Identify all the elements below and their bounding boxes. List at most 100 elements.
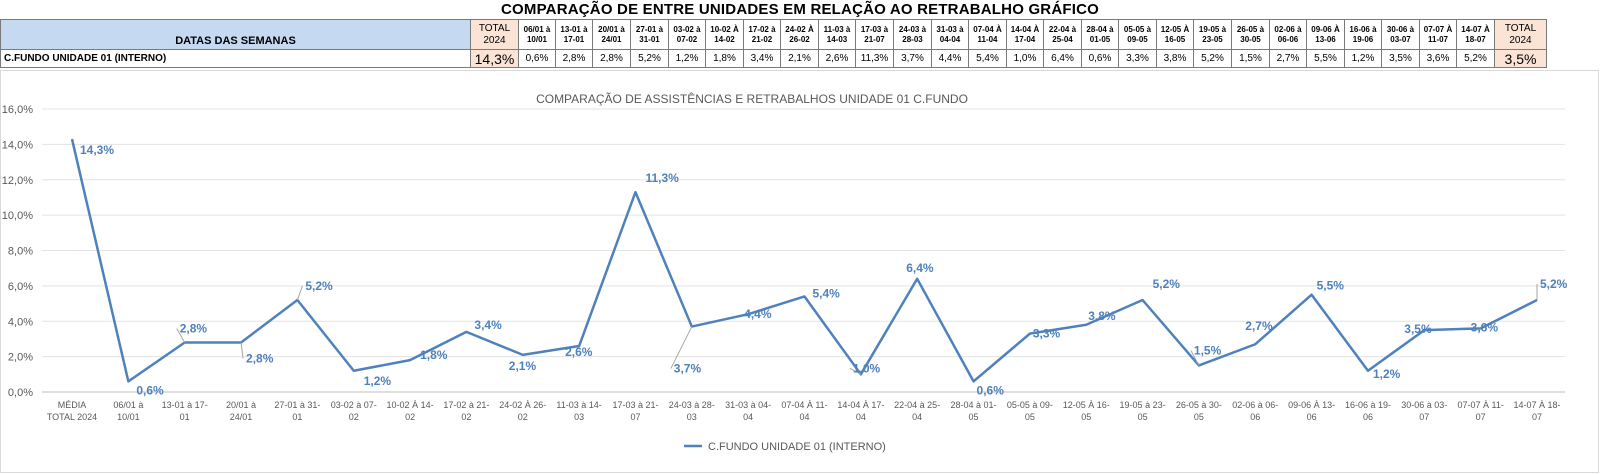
page-title: COMPARAÇÃO DE ENTRE UNIDADES EM RELAÇÃO …	[500, 1, 1100, 18]
total-right-header: TOTAL 2024	[1494, 19, 1547, 50]
x-tick-label: 03-02 à 07-02	[331, 400, 377, 422]
week-header-cell: 05-05 à 09-05	[1118, 19, 1157, 50]
x-tick-label: 09-06 À 13-06	[1288, 400, 1335, 422]
x-tick-label: MÉDIA TOTAL 2024	[47, 400, 97, 422]
row-header-cell: DATAS DAS SEMANAS	[0, 19, 471, 50]
week-value-cell: 3,3%	[1118, 49, 1157, 68]
week-header-cell: 12-05 À 16-05	[1156, 19, 1194, 50]
data-label: 2,7%	[1245, 319, 1273, 333]
week-value-cell: 1,2%	[1344, 49, 1382, 68]
x-tick-label: 10-02 À 14-02	[387, 400, 434, 422]
week-value-cell: 4,4%	[931, 49, 969, 68]
x-tick-label: 24-03 à 28-03	[669, 400, 715, 422]
week-value-cell: 1,8%	[705, 49, 744, 68]
week-header-cell: 30-06 à 03-07	[1381, 19, 1420, 50]
x-tick-label: 02-06 à 06-06	[1232, 400, 1278, 422]
y-tick-label: 6,0%	[8, 281, 33, 293]
week-header-cell: 31-03 à 04-04	[931, 19, 969, 50]
week-header-cell: 07-07 À 11-07	[1419, 19, 1457, 50]
week-header-cell: 03-02 à 07-02	[668, 19, 706, 50]
x-tick-label: 28-04 à 01-05	[951, 400, 997, 422]
leader-line	[176, 328, 186, 343]
data-label: 11,3%	[645, 171, 679, 185]
x-tick-label: 19-05 à 23-05	[1120, 400, 1166, 422]
week-header-cell: 13-01 à 17-01	[555, 19, 593, 50]
y-tick-label: 8,0%	[8, 246, 33, 258]
chart-title: COMPARAÇÃO DE ASSISTÊNCIAS E RETRABALHOS…	[536, 91, 968, 106]
weeks-header-row: DATAS DAS SEMANAS TOTAL 2024 06/01 à 10/…	[0, 19, 1547, 50]
leader-line	[1190, 350, 1200, 366]
week-header-cell: 24-02 À 26-02	[780, 19, 819, 50]
data-label: 2,8%	[246, 351, 274, 365]
week-header-cell: 06/01 à 10/01	[518, 19, 556, 50]
week-header-cell: 07-04 À 11-04	[968, 19, 1007, 50]
week-value-cell: 1,5%	[1231, 49, 1270, 68]
week-header-cell: 17-03 à 21-07	[855, 19, 894, 50]
x-tick-label: 17-03 à 21-07	[612, 400, 658, 422]
data-label: 14,3%	[80, 143, 114, 157]
x-tick-label: 27-01 à 31-01	[274, 400, 320, 422]
week-header-cell: 14-04 À 17-04	[1006, 19, 1044, 50]
week-value-cell: 3,5%	[1381, 49, 1420, 68]
week-header-cell: 10-02 À 14-02	[705, 19, 744, 50]
x-tick-label: 22-04 à 25-04	[894, 400, 940, 422]
week-value-cell: 5,5%	[1306, 49, 1345, 68]
data-label: 2,6%	[565, 345, 593, 359]
data-label: 0,6%	[977, 383, 1005, 397]
data-label: 3,3%	[1033, 327, 1061, 341]
week-header-cell: 28-04 à 01-05	[1081, 19, 1119, 50]
week-header-cell: 19-05 à 23-05	[1193, 19, 1232, 50]
week-value-cell: 11,3%	[855, 49, 894, 68]
week-value-cell: 5,4%	[968, 49, 1007, 68]
weeks-table: DATAS DAS SEMANAS TOTAL 2024 06/01 à 10/…	[0, 19, 1547, 68]
data-label: 5,2%	[305, 279, 333, 293]
data-label: 3,6%	[1471, 320, 1499, 334]
legend-label: C.FUNDO UNIDADE 01 (INTERNO)	[708, 441, 886, 453]
data-label: 2,1%	[509, 359, 537, 373]
data-label: 1,2%	[1373, 367, 1401, 381]
week-value-cell: 5,2%	[630, 49, 669, 68]
total-left-value: 14,3%	[470, 49, 519, 68]
x-tick-label: 24-02 À 26-02	[499, 400, 546, 422]
x-tick-label: 12-05 À 16-05	[1063, 400, 1110, 422]
x-tick-label: 31-03 à 04-04	[725, 400, 771, 422]
x-tick-label: 14-04 À 17-04	[837, 400, 884, 422]
data-label: 1,5%	[1194, 343, 1222, 357]
data-label: 4,4%	[744, 307, 772, 321]
x-tick-label: 13-01 à 17-01	[162, 400, 208, 422]
x-tick-label: 16-06 à 19-06	[1345, 400, 1391, 422]
y-tick-label: 0,0%	[8, 387, 33, 399]
week-header-cell: 11-03 à 14-03	[818, 19, 856, 50]
week-value-cell: 1,2%	[668, 49, 706, 68]
week-header-cell: 27-01 à 31-01	[630, 19, 669, 50]
week-value-cell: 5,2%	[1193, 49, 1232, 68]
x-tick-label: 07-07 À 11-07	[1457, 400, 1503, 422]
week-value-cell: 2,8%	[592, 49, 631, 68]
week-header-cell: 20/01 à 24/01	[592, 19, 631, 50]
week-header-cell: 09-06 À 13-06	[1306, 19, 1345, 50]
week-value-cell: 3,8%	[1156, 49, 1194, 68]
y-tick-label: 12,0%	[2, 175, 33, 187]
week-header-cell: 24-03 à 28-03	[893, 19, 932, 50]
x-tick-label: 30-06 à 03-07	[1401, 400, 1447, 422]
week-value-cell: 2,6%	[818, 49, 856, 68]
week-header-cell: 14-07 À 18-07	[1456, 19, 1495, 50]
data-label: 0,6%	[136, 383, 164, 397]
x-tick-label: 07-04 À 11-04	[781, 400, 827, 422]
leader-line	[240, 342, 244, 359]
data-label: 5,2%	[1153, 277, 1181, 291]
week-value-cell: 2,1%	[780, 49, 819, 68]
y-tick-label: 16,0%	[2, 104, 33, 116]
x-tick-label: 11-03 à 14-03	[556, 400, 601, 422]
y-tick-label: 4,0%	[8, 316, 33, 328]
week-header-cell: 22-04 à 25-04	[1043, 19, 1082, 50]
x-tick-label: 26-05 à 30-05	[1176, 400, 1222, 422]
week-header-cell: 26-05 à 30-05	[1231, 19, 1270, 50]
data-label: 5,2%	[1540, 277, 1568, 291]
x-tick-label: 14-07 À 18-07	[1513, 400, 1560, 422]
x-tick-label: 06/01 à 10/01	[113, 400, 143, 422]
chart-frame	[0, 70, 1599, 473]
unit-row-label: C.FUNDO UNIDADE 01 (INTERNO)	[0, 49, 471, 68]
data-label: 1,2%	[364, 374, 392, 388]
week-header-cell: 16-06 à 19-06	[1344, 19, 1382, 50]
